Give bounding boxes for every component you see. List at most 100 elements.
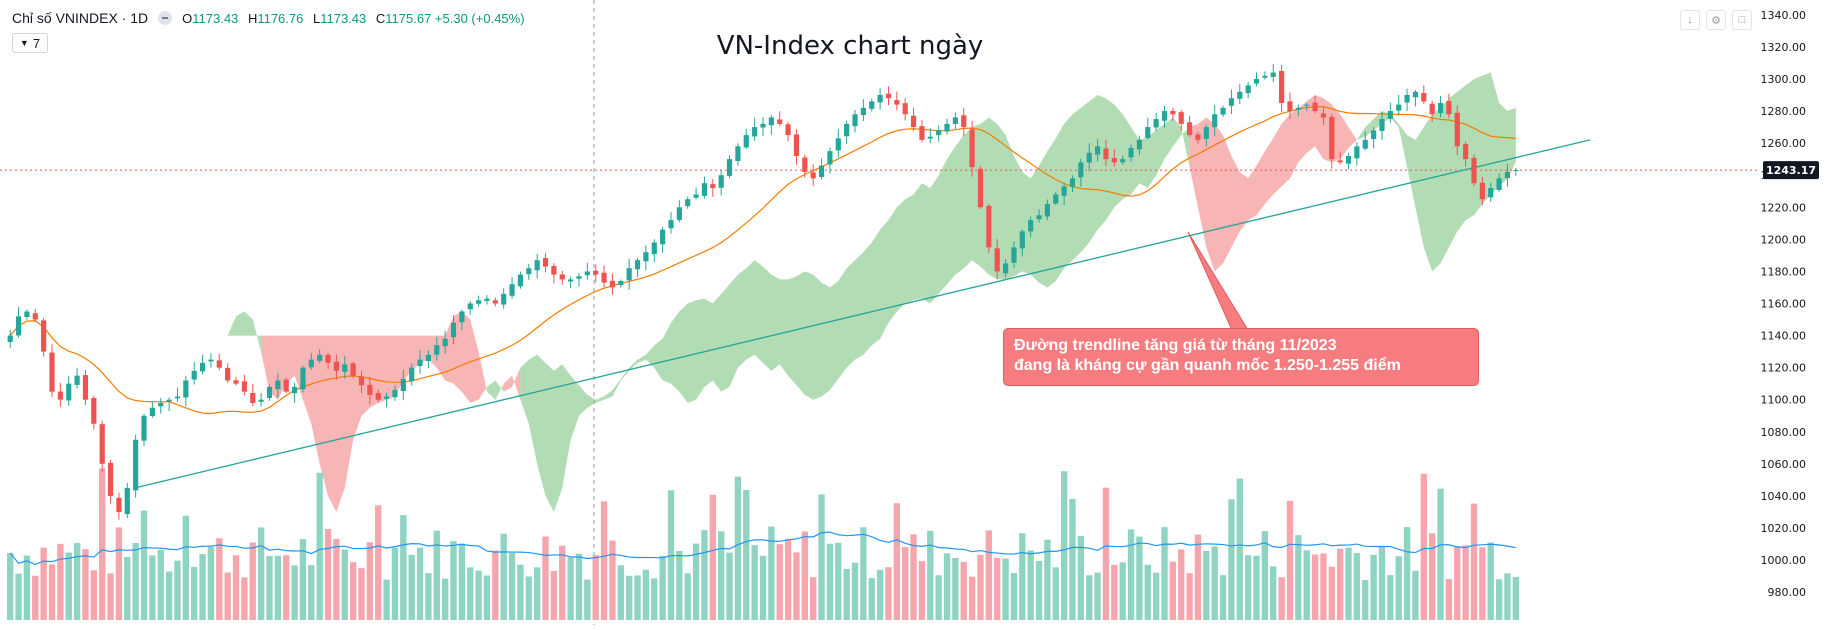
volume-bar (927, 530, 934, 620)
candle (1429, 100, 1435, 123)
candle-body (1153, 119, 1159, 128)
candle (559, 270, 565, 285)
candle (241, 374, 247, 396)
volume-bar (1144, 564, 1151, 620)
volume-bar (291, 565, 298, 620)
volume-bar (1286, 500, 1294, 620)
candle (1421, 85, 1427, 104)
candle-body (785, 124, 791, 136)
y-tick-label: 1180.00 (1761, 265, 1807, 278)
y-tick-label: 1140.00 (1761, 330, 1807, 343)
candle-body (1329, 116, 1335, 160)
candle (1320, 107, 1327, 126)
legend-toggle-icon[interactable] (158, 11, 173, 25)
cloud-bull-segment (486, 380, 504, 400)
candle-body (526, 268, 532, 275)
candle-body (869, 101, 875, 109)
candle (777, 111, 783, 127)
candle-body (367, 384, 373, 395)
fullscreen-icon[interactable]: □ (1732, 10, 1752, 30)
candle (1011, 241, 1017, 269)
candle (1103, 139, 1109, 167)
candle (534, 253, 540, 279)
candle (133, 434, 139, 498)
volume-bar (1512, 576, 1519, 620)
candle (1212, 104, 1218, 136)
candle-body (1069, 178, 1076, 187)
y-tick-label: 1260.00 (1761, 137, 1807, 150)
candle-body (258, 399, 264, 402)
symbol-name[interactable]: Chỉ số VNINDEX · 1D (12, 10, 149, 26)
candle-body (936, 130, 942, 136)
candle-body (141, 415, 147, 441)
candle-body (1262, 75, 1268, 78)
arrow-down-icon[interactable]: ↓ (1680, 10, 1700, 30)
volume-bar (1253, 555, 1260, 620)
candle (107, 459, 114, 504)
candle (1287, 92, 1293, 120)
candle-body (927, 136, 933, 139)
candle-body (1178, 112, 1184, 124)
candle-body (1228, 98, 1235, 106)
settings-icon[interactable]: ⚙ (1706, 10, 1726, 30)
candle-body (1195, 134, 1201, 140)
volume-bar (182, 515, 190, 620)
volume-bar (1211, 546, 1218, 620)
candle (710, 179, 716, 197)
candle-body (1454, 112, 1460, 147)
volume-bar (600, 501, 608, 620)
y-tick-label: 1020.00 (1761, 522, 1807, 535)
volume-bar (550, 570, 558, 620)
candle-body (417, 359, 423, 367)
candle-body (1094, 146, 1101, 155)
volume-bar (366, 542, 374, 620)
current-price-badge (1763, 161, 1819, 180)
candle (793, 129, 800, 165)
candle-body (894, 99, 900, 105)
candle-body (300, 367, 306, 390)
candle-body (1429, 103, 1435, 115)
volume-bar (676, 550, 683, 620)
volume-bar (1261, 531, 1269, 620)
candle-body (818, 165, 825, 177)
candle-body (693, 194, 699, 198)
candle (375, 389, 381, 403)
candle-body (1203, 127, 1209, 139)
indicators-count: 7 (32, 35, 41, 51)
volume-bar (15, 573, 22, 620)
candle-body (174, 396, 181, 399)
candle (183, 375, 189, 407)
cloud-bull-segment (1356, 72, 1516, 272)
candle (844, 120, 850, 144)
candle (225, 363, 231, 383)
volume-bar (876, 569, 884, 620)
volume-bar (1019, 533, 1026, 620)
volume-bar (475, 570, 482, 620)
volume-bar (960, 561, 967, 620)
y-tick-label: 1040.00 (1761, 490, 1807, 503)
volume-bar (1420, 473, 1427, 620)
price-axis: 1340.001320.001300.001280.001260.001240.… (1760, 0, 1827, 625)
candle (894, 91, 900, 111)
candle-body (1371, 130, 1377, 140)
candle-body (852, 114, 858, 127)
candle-body (1471, 157, 1477, 184)
volume-bar (768, 526, 775, 620)
candle-body (752, 127, 758, 137)
candle (41, 317, 47, 357)
volume-bar (341, 549, 348, 620)
indicators-toggle-button[interactable]: ▼ 7 (12, 33, 48, 53)
candle-body (1354, 146, 1360, 159)
candle-body (166, 399, 172, 402)
volume-bar (793, 552, 800, 620)
volume-bar (191, 566, 198, 620)
candle (392, 385, 398, 401)
volume-bar (943, 553, 951, 620)
candle (551, 263, 557, 284)
volume-bar (1278, 577, 1285, 620)
volume-bar (910, 534, 917, 620)
volume-bar (918, 561, 926, 620)
candle-body (977, 168, 984, 208)
